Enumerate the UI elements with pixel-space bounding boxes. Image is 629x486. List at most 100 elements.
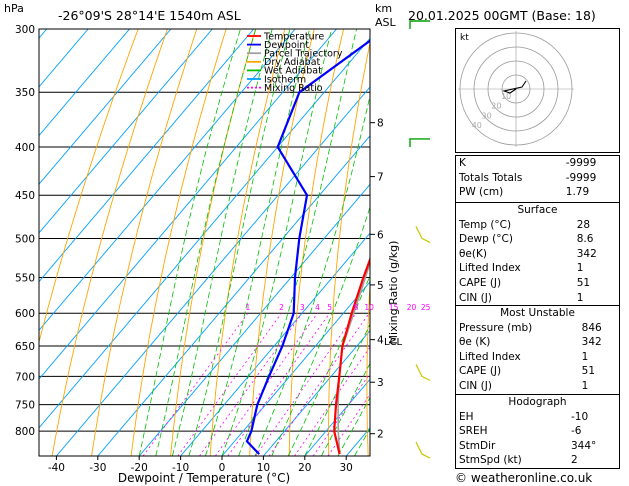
dry-adiabat-line <box>249 29 315 456</box>
hodograph-params-panel: Hodograph EH -10 SREH -6 StmDir 344° StmSpd (k… <box>455 394 620 469</box>
dry-adiabat-line <box>39 29 139 344</box>
row-value: 2 <box>571 454 578 467</box>
mixing-ratio-label: 10 <box>364 303 374 312</box>
x-tick-label: 0 <box>219 462 226 474</box>
dry-adiabat-line <box>130 29 227 456</box>
hodograph-ring-label: 30 <box>482 111 492 120</box>
mixing-ratio-line <box>177 312 282 456</box>
asl-label: ASL <box>375 16 396 29</box>
row-label: K <box>459 157 466 169</box>
row-value: -6 <box>571 425 582 438</box>
dry-adiabat-line <box>404 29 432 456</box>
isotherm-line <box>39 29 213 234</box>
row-label: Totals Totals <box>459 171 523 184</box>
mixing-ratio-label: 1 <box>246 303 251 312</box>
dewpoint-profile <box>245 39 370 455</box>
dry-adiabat-line <box>288 29 344 456</box>
mixing-ratio-line <box>312 372 370 456</box>
hodograph-unit-label: kt <box>460 33 469 43</box>
pressure-tick-label: 450 <box>15 190 35 202</box>
wet-adiabat-line <box>155 29 257 456</box>
km-tick-label: 6 <box>377 229 384 241</box>
table-row: Lifted Index 1 <box>456 350 619 365</box>
km-tick-label: 2 <box>377 429 384 441</box>
mixing-ratio-label: 2 <box>279 303 284 312</box>
dry-adiabat-line <box>51 29 168 456</box>
mixing-ratio-label: 5 <box>327 303 332 312</box>
x-tick-label: -30 <box>89 462 106 474</box>
indices-panel: K -9999 Totals Totals -9999 PW (cm) 1.79 <box>455 155 620 203</box>
dry-adiabat-line <box>366 278 370 456</box>
table-row: SREH -6 <box>456 424 619 439</box>
isotherm-line <box>39 29 337 380</box>
lcl-label: LCL <box>384 337 403 348</box>
mixing-ratio-label: 15 <box>389 303 399 312</box>
pressure-tick-label: 800 <box>15 426 35 438</box>
row-value: 342 <box>576 247 597 260</box>
isotherm-line <box>39 29 130 137</box>
table-row: Totals Totals -9999 <box>456 171 619 186</box>
wet-adiabat-line <box>287 274 370 456</box>
wet-adiabat-line <box>171 29 273 456</box>
wet-adiabat-line <box>221 29 332 456</box>
table-row: Temp (°C) 28 <box>456 218 619 233</box>
table-row: CIN (J) 1 <box>456 379 619 394</box>
km-tick-label: 3 <box>377 377 384 389</box>
wet-adiabat-line <box>188 29 291 456</box>
row-value: -9999 <box>565 171 597 184</box>
row-label: StmDir <box>459 439 496 452</box>
row-label: EH <box>459 410 474 423</box>
isotherm-line <box>39 29 296 332</box>
row-label: CIN (J) <box>459 291 492 304</box>
isotherm-line <box>221 281 370 456</box>
surface-panel: Surface Temp (°C) 28 Dewp (°C) 8.6 θe(K) 342 L… <box>455 202 620 306</box>
row-value: 1 <box>581 350 589 363</box>
isotherm-line <box>39 29 255 283</box>
mixing-ratio-line <box>268 312 370 456</box>
legend-label: Dewpoint <box>264 40 309 51</box>
datetime-title: 20.01.2025 00GMT (Base: 18) <box>408 8 596 23</box>
isotherm-line <box>304 378 370 456</box>
x-tick-label: -10 <box>172 462 189 474</box>
wet-adiabat-line <box>254 93 370 456</box>
pressure-tick-label: 350 <box>15 87 35 99</box>
km-tick-label: 7 <box>377 172 384 184</box>
x-tick-label: 30 <box>340 462 353 474</box>
row-label: θe(K) <box>459 247 487 260</box>
table-row: StmSpd (kt) 2 <box>456 453 619 468</box>
most-unstable-panel: Most Unstable Pressure (mb) 846 θe (K) 342 L… <box>455 305 620 395</box>
row-label: StmSpd (kt) <box>459 454 522 467</box>
pressure-tick-label: 550 <box>15 273 35 285</box>
isotherm-line <box>39 37 370 429</box>
wind-barb <box>409 138 430 147</box>
pressure-tick-label: 500 <box>15 233 35 245</box>
row-value: 51 <box>576 276 591 289</box>
table-row: StmDir 344° <box>456 439 619 454</box>
x-tick-label: -20 <box>131 462 148 474</box>
pressure-unit-label: hPa <box>4 2 24 15</box>
isotherm-line <box>263 329 370 456</box>
mixing-ratio-label: 20 <box>407 303 417 312</box>
temperature-profile <box>333 256 370 455</box>
mixing-ratio-axis-label: Mixing Ratio (g/kg) <box>387 241 400 345</box>
row-value: 342 <box>581 336 602 349</box>
row-value: 51 <box>581 365 596 378</box>
row-value: 1.79 <box>565 186 590 199</box>
hodograph-panel: kt 10 20 30 40 <box>455 28 620 153</box>
table-row: θe(K) 342 <box>456 247 619 262</box>
legend-label: Wet Adiabat <box>264 66 322 77</box>
row-label: θe (K) <box>459 336 491 349</box>
row-label: CAPE (J) <box>459 276 502 289</box>
row-value: 1 <box>576 262 584 275</box>
table-row: θe (K) 342 <box>456 335 619 350</box>
km-label: km <box>375 2 393 15</box>
pressure-tick-label: 650 <box>15 341 35 353</box>
x-tick-label: 20 <box>298 462 311 474</box>
wind-barbs <box>409 20 431 459</box>
credit-footer: © weatheronline.co.uk <box>455 471 593 485</box>
row-label: Temp (°C) <box>459 218 512 231</box>
wind-barb <box>409 20 430 29</box>
row-label: PW (cm) <box>459 186 504 199</box>
row-label: Dewp (°C) <box>459 233 513 246</box>
mixing-ratio-line <box>294 346 370 456</box>
